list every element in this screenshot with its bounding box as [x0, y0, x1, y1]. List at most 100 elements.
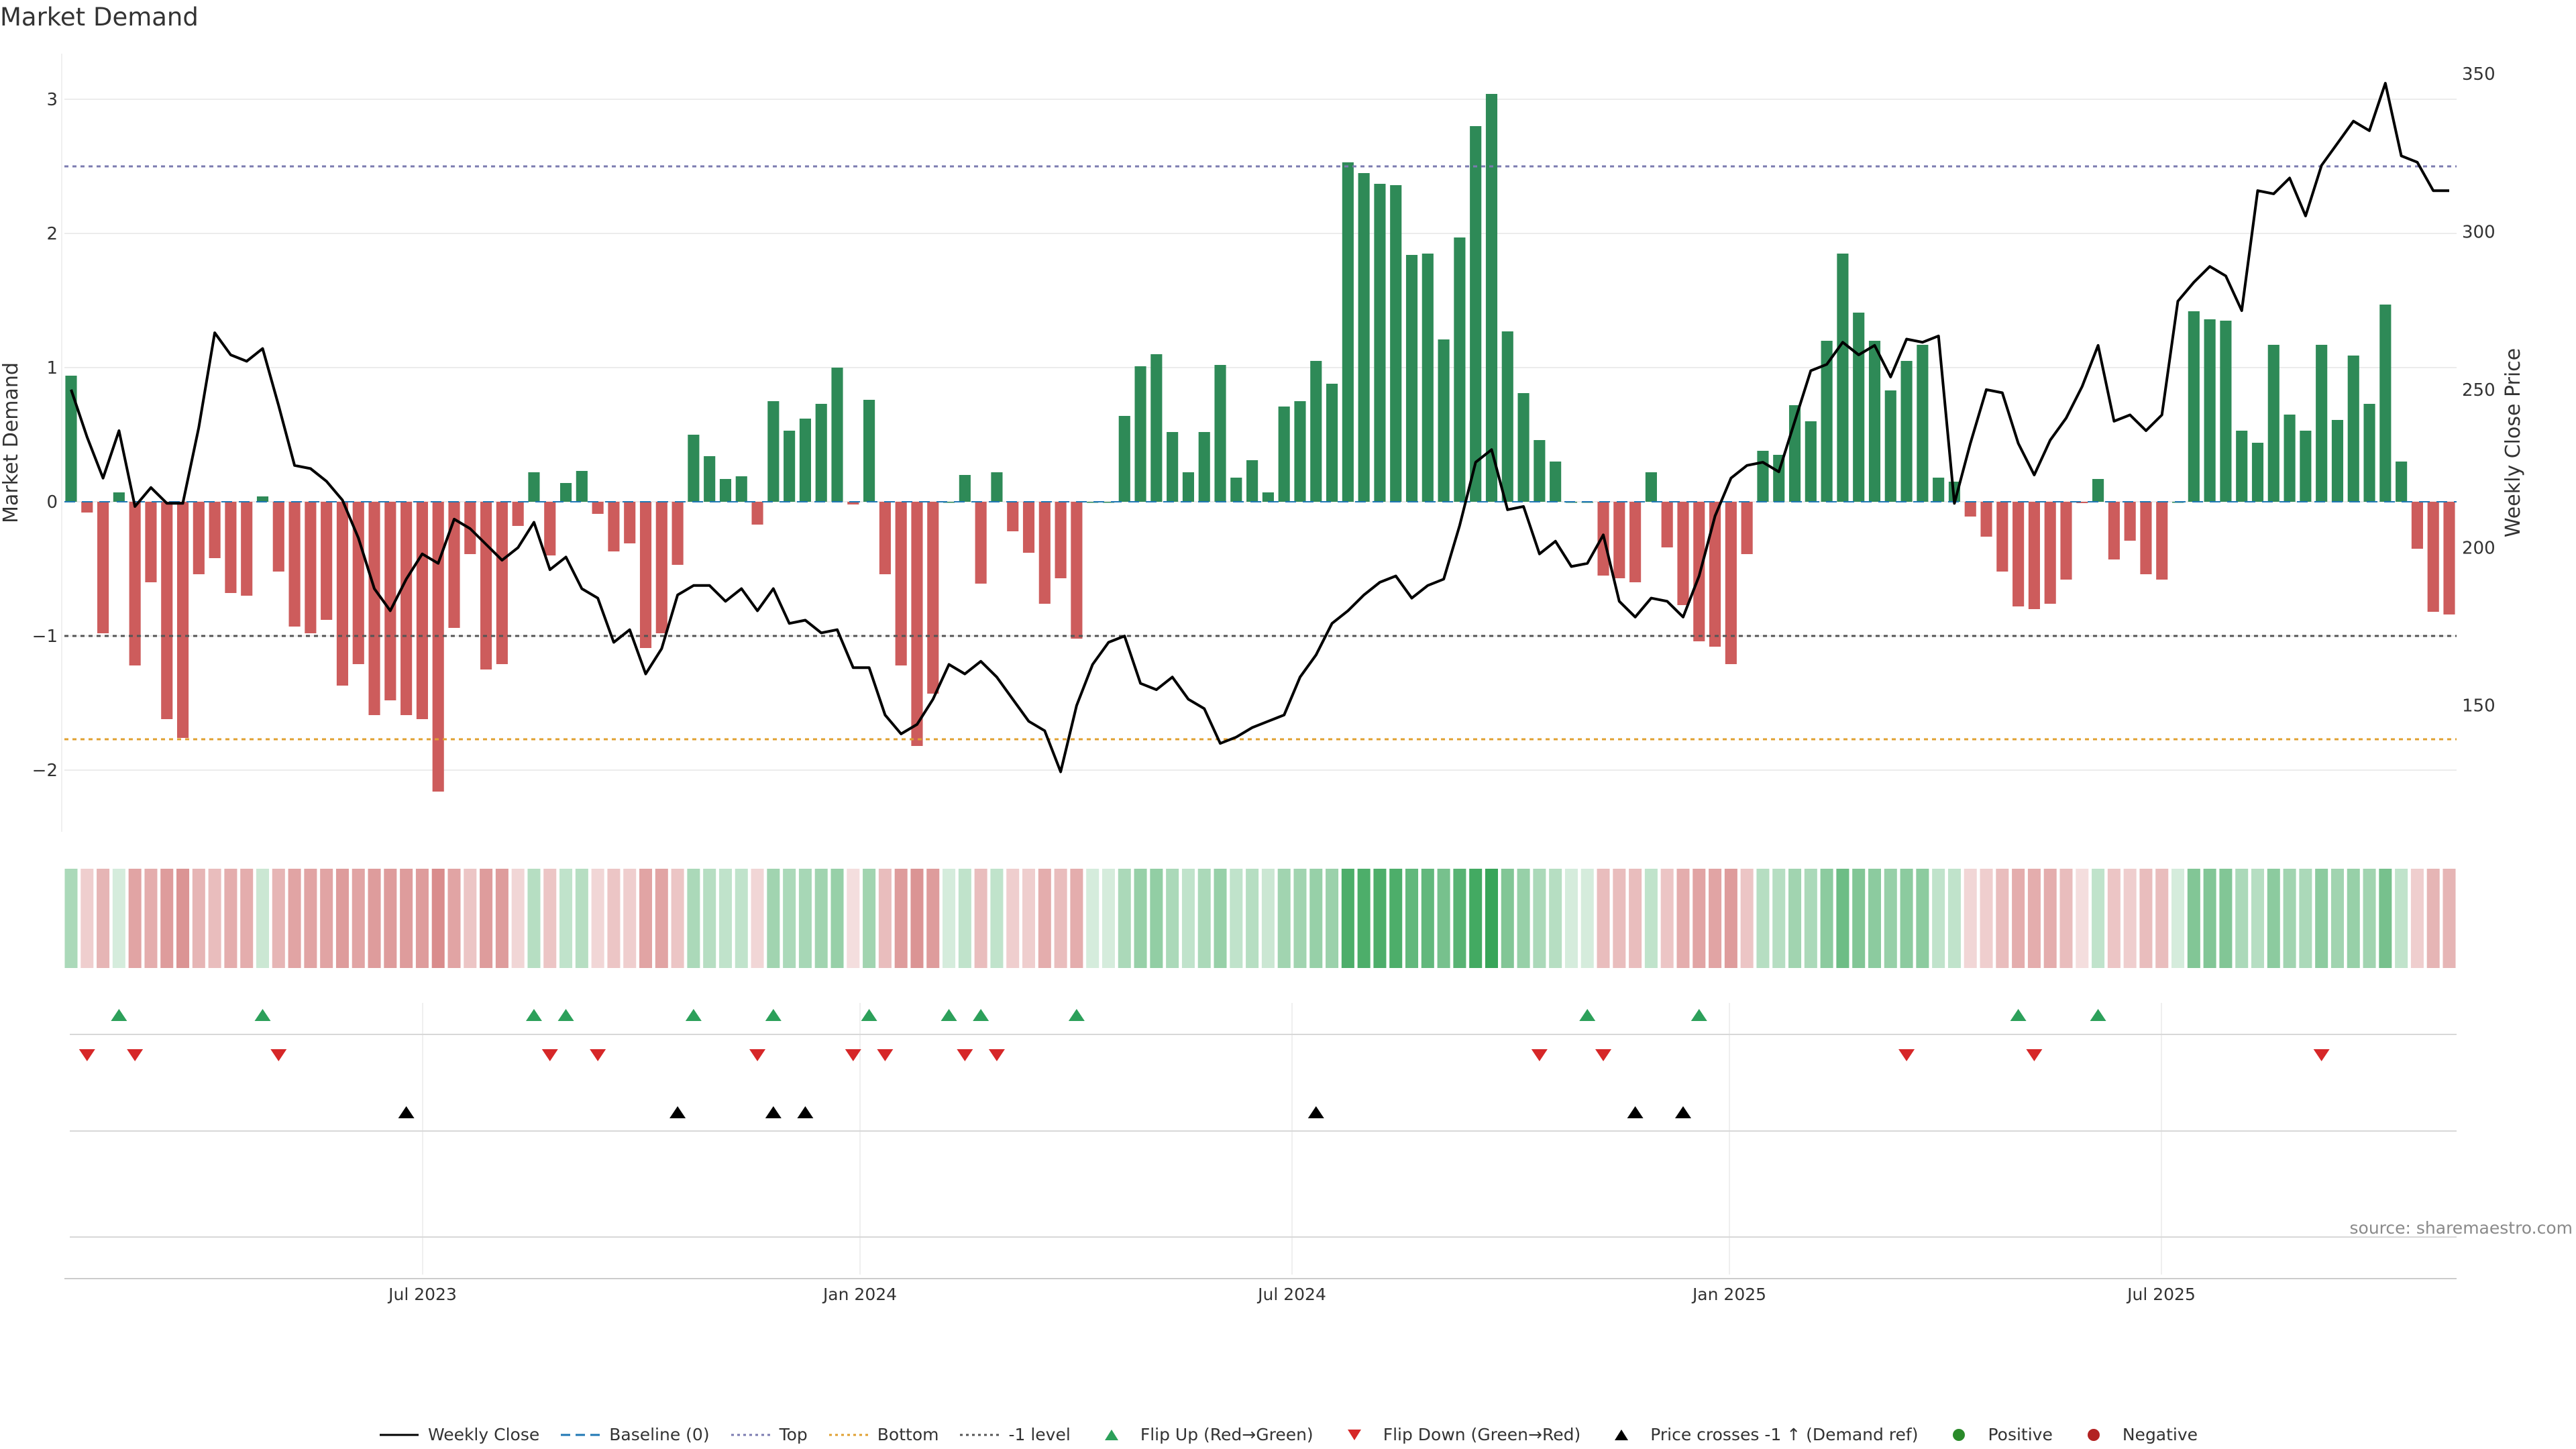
demand-bar	[1022, 502, 1035, 553]
demand-bar	[2236, 431, 2248, 502]
strip-cell	[144, 869, 158, 968]
demand-bar	[751, 502, 763, 525]
legend-item: Weekly Close	[378, 1425, 539, 1444]
legend-item: Top	[730, 1425, 808, 1444]
demand-bar	[559, 483, 572, 502]
demand-bar	[1661, 502, 1673, 547]
strip-cell	[480, 869, 493, 968]
strip-cell	[751, 869, 764, 968]
demand-bar	[608, 502, 620, 551]
strip-cell	[224, 869, 237, 968]
strip-cell	[1549, 869, 1562, 968]
demand-bar	[1837, 254, 1849, 502]
strip-cell	[559, 869, 573, 968]
demand-bar	[496, 502, 508, 664]
demand-bar	[1055, 502, 1067, 578]
y-tick-right: 300	[2462, 222, 2496, 242]
strip-cell	[687, 869, 700, 968]
demand-bar	[209, 502, 221, 558]
demand-bar	[193, 502, 205, 574]
strip-cell	[2155, 869, 2169, 968]
demand-bar	[305, 502, 317, 633]
demand-bar	[1278, 407, 1290, 502]
y-axis-label-left: Market Demand	[0, 362, 23, 523]
demand-bar	[161, 502, 173, 719]
y-tick-left: 1	[46, 358, 58, 378]
price-cross-marker	[797, 1106, 814, 1118]
strip-cell	[1197, 869, 1211, 968]
strip-cell	[735, 869, 748, 968]
demand-bar	[1182, 472, 1195, 502]
strip-cell	[431, 869, 445, 968]
strip-cell	[1980, 869, 1993, 968]
strip-cell	[1693, 869, 1706, 968]
demand-bar	[384, 502, 396, 700]
strip-cell	[112, 869, 125, 968]
x-tick-label: Jan 2024	[822, 1285, 897, 1304]
strip-cell	[1820, 869, 1833, 968]
demand-bar	[400, 502, 413, 715]
strip-cell	[1246, 869, 1259, 968]
demand-bar	[256, 496, 269, 502]
flip-down-marker	[1595, 1049, 1612, 1061]
demand-bar	[1741, 502, 1753, 554]
flip-up-marker	[557, 1009, 574, 1021]
demand-bar	[81, 502, 93, 513]
demand-bar	[2156, 502, 2168, 580]
strip-cell	[2171, 869, 2185, 968]
strip-cell	[1277, 869, 1291, 968]
demand-bar	[2204, 319, 2216, 502]
demand-bar	[2411, 502, 2423, 549]
strip-cell	[1421, 869, 1434, 968]
strip-cell	[894, 869, 908, 968]
strip-cell	[527, 869, 541, 968]
flip-down-marker	[749, 1049, 766, 1061]
demand-bar	[1390, 185, 1402, 502]
demand-bar	[432, 502, 444, 792]
legend-item: Negative	[2073, 1425, 2198, 1444]
demand-bar	[815, 404, 827, 502]
demand-bar	[528, 472, 540, 502]
strip-cell	[847, 869, 860, 968]
strip-cell	[1118, 869, 1131, 968]
demand-bar	[1613, 502, 1625, 578]
strip-cell	[2410, 869, 2424, 968]
strip-cell	[1804, 869, 1817, 968]
legend-dotted-line-icon	[731, 1434, 770, 1436]
strip-cell	[2107, 869, 2121, 968]
demand-bar	[1917, 345, 1929, 502]
strip-cell	[2330, 869, 2344, 968]
demand-bar	[2427, 502, 2439, 612]
strip-cell	[1517, 869, 1530, 968]
flip-up-marker	[1579, 1009, 1596, 1021]
strip-cell	[1150, 869, 1163, 968]
demand-bar	[576, 471, 588, 502]
strip-cell	[447, 869, 461, 968]
demand-bar	[1550, 462, 1562, 502]
demand-bar	[1358, 173, 1370, 502]
legend-dotted-line-icon	[960, 1434, 1000, 1436]
strip-cell	[1564, 869, 1578, 968]
demand-bar	[639, 502, 652, 648]
legend-item: -1 level	[959, 1425, 1071, 1444]
strip-cell	[1405, 869, 1419, 968]
demand-bar	[1405, 255, 1418, 502]
y-tick-right: 200	[2462, 538, 2496, 558]
demand-bar	[704, 456, 716, 502]
strip-cell	[1709, 869, 1722, 968]
strip-cell	[958, 869, 971, 968]
y-tick-left: 3	[46, 90, 58, 110]
strip-cell	[1740, 869, 1754, 968]
demand-bar	[2443, 502, 2455, 614]
demand-bar	[1102, 502, 1115, 503]
demand-bar	[592, 502, 604, 514]
legend-label: Negative	[2122, 1425, 2198, 1444]
strip-cell	[1134, 869, 1147, 968]
strip-cell	[272, 869, 285, 968]
demand-bar	[1645, 472, 1657, 502]
strip-cell	[607, 869, 621, 968]
flip-up-marker	[2090, 1009, 2106, 1021]
strip-cell	[2219, 869, 2233, 968]
strip-cell	[910, 869, 924, 968]
demand-bar	[2251, 443, 2264, 502]
